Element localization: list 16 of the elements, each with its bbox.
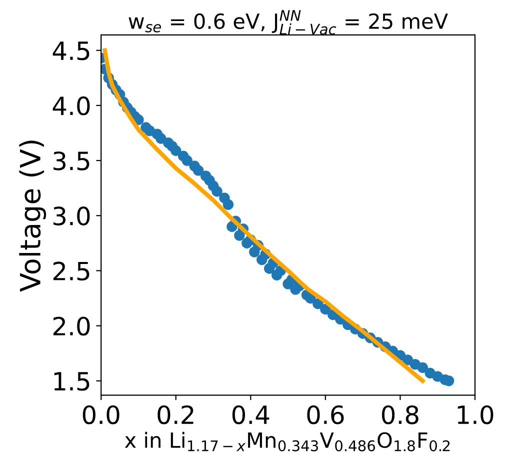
y-tick-label: 4.0 (52, 96, 90, 116)
x-tick-label: 1.0 (458, 405, 494, 424)
y-tick-label: 3.0 (54, 206, 90, 226)
x-tick-label: 0.8 (382, 405, 418, 424)
x-tick-label: 0.0 (82, 405, 120, 424)
chart-title: w$_{se}$ = 0.6 eV, J$^{NN}$$_{Li−Vac}$ = 25 meV (128, 10, 448, 35)
y-tick-label: 2.0 (53, 316, 90, 336)
y-tick-label: 3.5 (54, 151, 90, 170)
y-tick-label: 1.5 (54, 372, 90, 391)
x-tick-label: 0.4 (232, 405, 270, 424)
x-tick-label: 0.6 (307, 405, 344, 424)
y-axis-title: Voltage (V) (19, 140, 46, 292)
y-tick-label: 2.5 (53, 262, 90, 281)
y-tick-label: 4.5 (52, 42, 90, 60)
x-tick-label: 0.2 (158, 405, 194, 424)
text: x in Li$_{1.17−x}$Mn$_{0.343}$V$_{0.486}$O$_{1.8}$F$_{0.2}$ (124, 432, 450, 452)
